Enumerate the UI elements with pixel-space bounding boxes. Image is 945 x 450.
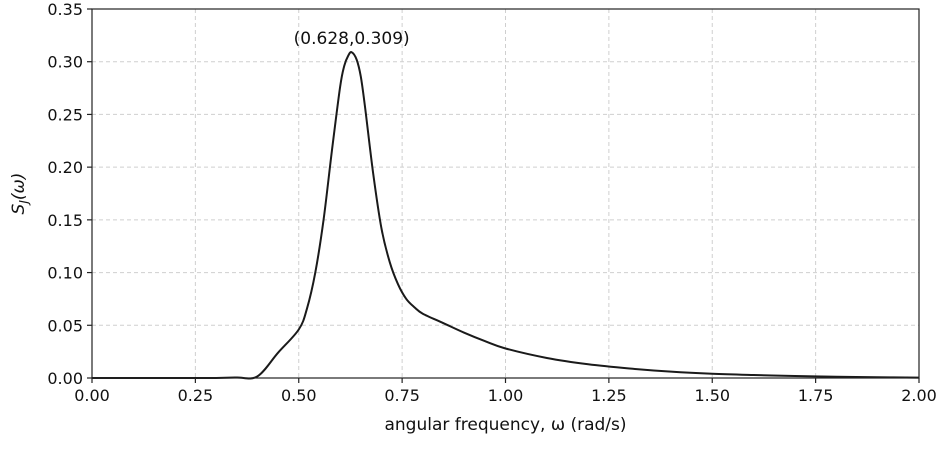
x-tick-label: 1.75	[798, 386, 834, 405]
peak-annotation: (0.628,0.309)	[294, 29, 410, 49]
x-tick-label: 2.00	[901, 386, 937, 405]
x-tick-label: 1.00	[488, 386, 524, 405]
y-axis-label: SJ(ω)	[9, 173, 31, 215]
x-tick-label: 1.50	[694, 386, 730, 405]
y-tick-label: 0.20	[47, 158, 83, 177]
x-tick-label: 1.25	[591, 386, 627, 405]
y-tick-label: 0.10	[47, 264, 83, 283]
y-tick-label: 0.05	[47, 316, 83, 335]
x-axis-label: angular frequency, ω (rad/s)	[384, 415, 626, 435]
x-tick-label: 0.25	[178, 386, 214, 405]
axis-ticks	[87, 8, 920, 383]
series-line	[91, 51, 920, 380]
y-tick-label: 0.35	[47, 0, 83, 19]
y-tick-label: 0.15	[47, 211, 83, 230]
y-tick-label: 0.25	[47, 105, 83, 124]
tick-labels: 0.00 0.25 0.50 0.75 1.00 1.25 1.50 1.75 2.00 0.00…	[47, 0, 936, 405]
x-tick-label: 0.50	[281, 386, 317, 405]
y-tick-label: 0.30	[47, 53, 83, 72]
x-tick-label: 0.75	[384, 386, 420, 405]
grid-lines	[92, 9, 919, 378]
x-tick-label: 0.00	[74, 386, 110, 405]
y-tick-label: 0.00	[47, 369, 83, 388]
